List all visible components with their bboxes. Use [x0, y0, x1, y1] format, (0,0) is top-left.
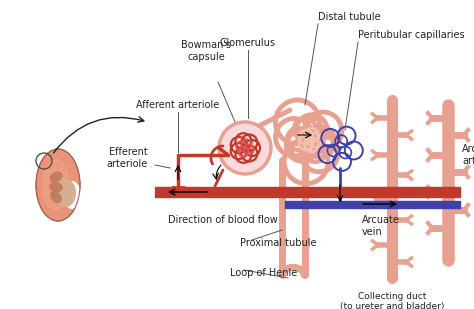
Ellipse shape [63, 181, 81, 209]
Text: Arcuate
artery: Arcuate artery [462, 144, 474, 166]
Text: Peritubular capillaries: Peritubular capillaries [358, 30, 465, 40]
Text: Proximal tubule: Proximal tubule [240, 238, 317, 248]
Ellipse shape [36, 149, 80, 221]
Text: Direction of blood flow: Direction of blood flow [168, 215, 278, 225]
Text: Efferent
arteriole: Efferent arteriole [107, 147, 148, 169]
Ellipse shape [56, 179, 76, 207]
Ellipse shape [49, 182, 63, 192]
Text: Arcuate
vein: Arcuate vein [362, 215, 400, 237]
Text: Loop of Henle: Loop of Henle [230, 268, 297, 278]
Text: Distal tubule: Distal tubule [318, 12, 381, 22]
Text: Collecting duct
(to ureter and bladder): Collecting duct (to ureter and bladder) [340, 292, 444, 309]
Ellipse shape [42, 159, 70, 211]
Text: Bowman's
capsule: Bowman's capsule [181, 40, 231, 62]
Text: Glomerulus: Glomerulus [220, 38, 276, 48]
Circle shape [219, 122, 271, 174]
Text: Afferent arteriole: Afferent arteriole [137, 100, 219, 110]
Ellipse shape [49, 171, 63, 183]
Ellipse shape [50, 191, 62, 203]
